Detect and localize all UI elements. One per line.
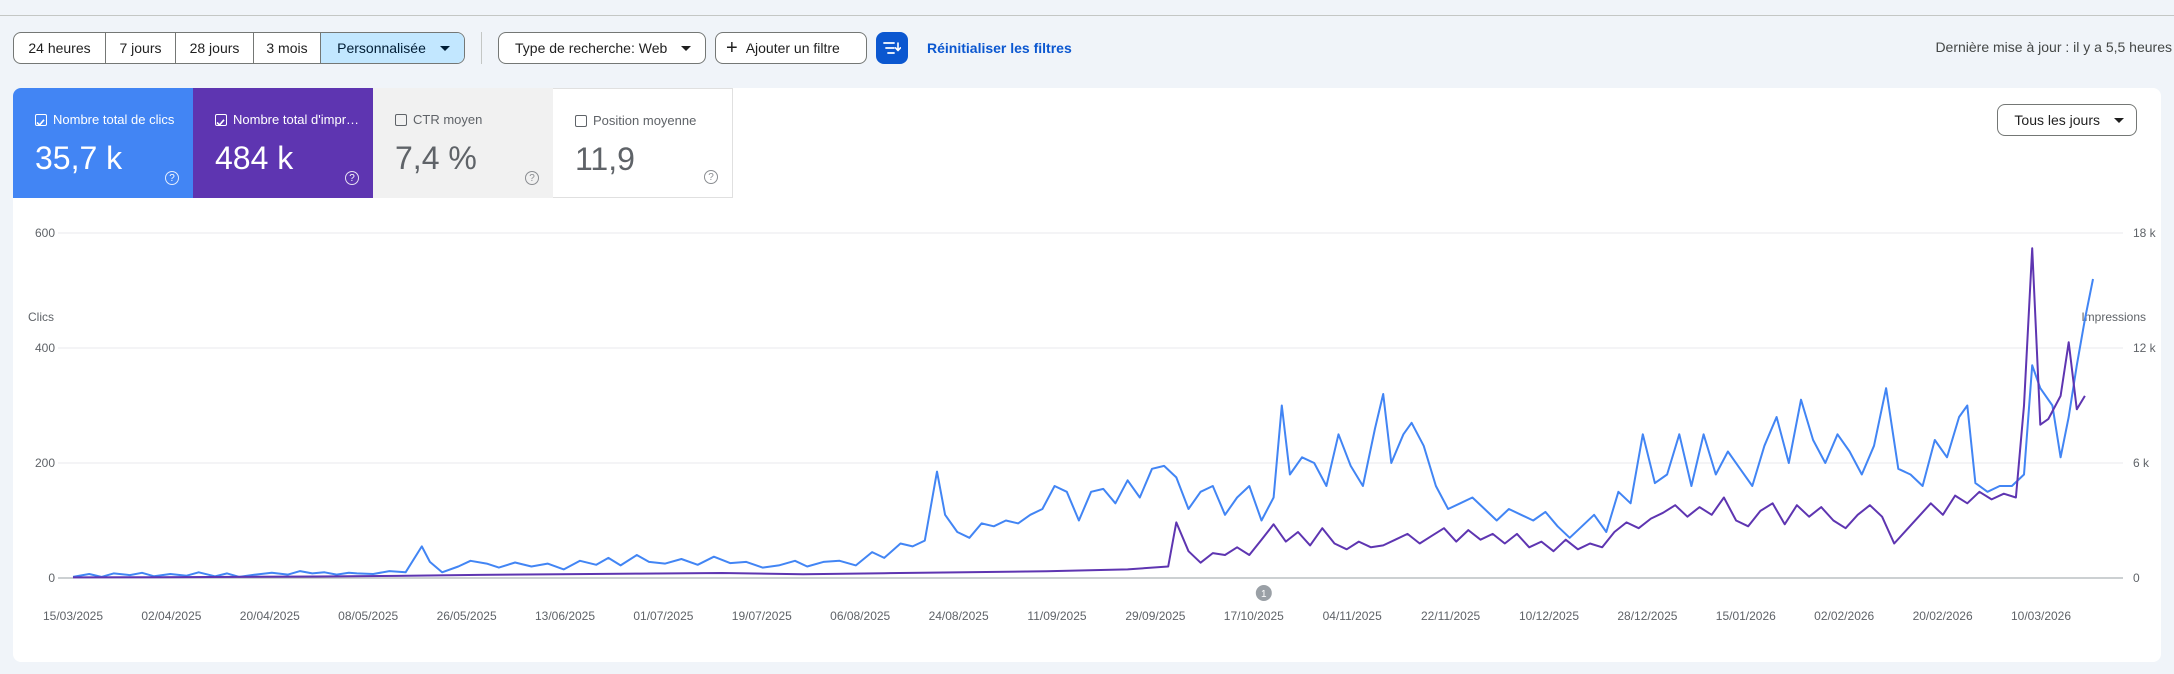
metric-impressions-name: Nombre total d'impressions bbox=[233, 112, 361, 127]
x-tick-label: 24/08/2025 bbox=[929, 609, 989, 623]
chart-series bbox=[72, 247, 2094, 579]
x-tick-label: 10/12/2025 bbox=[1519, 609, 1579, 623]
metric-clicks-value: 35,7 k bbox=[35, 140, 123, 176]
annotation-label: 1 bbox=[1261, 589, 1267, 600]
range-24h-button[interactable]: 24 heures bbox=[14, 33, 106, 63]
x-tick-label: 13/06/2025 bbox=[535, 609, 595, 623]
chevron-down-icon bbox=[2114, 117, 2124, 123]
x-tick-label: 29/09/2025 bbox=[1125, 609, 1185, 623]
left-tick-label: 0 bbox=[48, 571, 55, 585]
days-filter-label: Tous les jours bbox=[2014, 112, 2100, 128]
help-icon[interactable]: ? bbox=[704, 170, 718, 184]
x-tick-label: 22/11/2025 bbox=[1421, 609, 1480, 623]
performance-card: Nombre total de clics 35,7 k ? Nombre to… bbox=[13, 88, 2161, 662]
left-axis-ticks: 0 200 400 600 bbox=[35, 226, 55, 585]
x-tick-label: 20/02/2026 bbox=[1913, 609, 1973, 623]
metric-clicks-label: Nombre total de clics bbox=[35, 112, 174, 127]
last-update-text: Dernière mise à jour : il y a 5,5 heures bbox=[1935, 39, 2172, 55]
left-axis-label: Clics bbox=[28, 310, 54, 324]
chart-annotation[interactable]: 1 bbox=[1255, 585, 1272, 601]
range-3m-button[interactable]: 3 mois bbox=[254, 33, 321, 63]
right-tick-label: 18 k bbox=[2133, 226, 2157, 240]
metric-impressions-value: 484 k bbox=[215, 140, 294, 176]
metric-ctr-value: 7,4 % bbox=[395, 140, 477, 176]
metric-tabs: Nombre total de clics 35,7 k ? Nombre to… bbox=[13, 88, 733, 198]
right-tick-label: 0 bbox=[2133, 571, 2140, 585]
metric-impressions-tile[interactable]: Nombre total d'impressions 484 k ? bbox=[193, 88, 373, 198]
help-icon[interactable]: ? bbox=[345, 171, 359, 185]
x-tick-label: 15/03/2025 bbox=[43, 609, 103, 623]
metric-ctr-tile[interactable]: CTR moyen 7,4 % ? bbox=[373, 88, 553, 198]
x-tick-label: 10/03/2026 bbox=[2011, 609, 2071, 623]
x-tick-label: 19/07/2025 bbox=[732, 609, 792, 623]
x-tick-label: 15/01/2026 bbox=[1716, 609, 1776, 623]
right-axis-label: Impressions bbox=[2081, 310, 2146, 324]
left-tick-label: 400 bbox=[35, 341, 55, 355]
checkbox-checked-icon[interactable] bbox=[215, 113, 227, 126]
days-filter-dropdown[interactable]: Tous les jours bbox=[1997, 104, 2137, 136]
metric-position-value: 11,9 bbox=[575, 141, 635, 177]
range-7d-button[interactable]: 7 jours bbox=[106, 33, 176, 63]
range-28d-button[interactable]: 28 jours bbox=[176, 33, 254, 63]
checkbox-unchecked-icon[interactable] bbox=[395, 113, 407, 126]
metric-impressions-label: Nombre total d'impressions bbox=[215, 112, 361, 127]
x-tick-label: 02/02/2026 bbox=[1814, 609, 1874, 623]
filter-toolbar: 24 heures 7 jours 28 jours 3 mois Person… bbox=[13, 32, 1072, 64]
x-tick-label: 11/09/2025 bbox=[1027, 609, 1086, 623]
chevron-down-icon bbox=[439, 45, 450, 51]
x-tick-label: 04/11/2025 bbox=[1323, 609, 1382, 623]
x-tick-label: 08/05/2025 bbox=[338, 609, 398, 623]
toolbar-divider bbox=[481, 32, 482, 64]
help-icon[interactable]: ? bbox=[525, 171, 539, 185]
x-axis-ticks: 15/03/2025 02/04/2025 20/04/2025 08/05/2025… bbox=[43, 609, 2071, 623]
right-axis-ticks: 0 6 k 12 k 18 k bbox=[2133, 226, 2157, 585]
left-tick-label: 600 bbox=[35, 226, 55, 240]
x-tick-label: 17/10/2025 bbox=[1224, 609, 1284, 623]
filter-list-icon bbox=[883, 42, 901, 54]
filter-settings-button[interactable] bbox=[876, 32, 908, 64]
add-filter-label: Ajouter un filtre bbox=[745, 40, 840, 56]
metric-clicks-name: Nombre total de clics bbox=[53, 112, 175, 127]
chart-grid bbox=[58, 232, 2123, 579]
right-tick-label: 6 k bbox=[2133, 456, 2150, 470]
date-range-selector: 24 heures 7 jours 28 jours 3 mois Person… bbox=[13, 32, 465, 64]
top-divider bbox=[0, 15, 2174, 16]
help-icon[interactable]: ? bbox=[165, 171, 179, 185]
chevron-down-icon bbox=[681, 45, 692, 51]
search-type-dropdown[interactable]: Type de recherche: Web bbox=[498, 32, 706, 64]
metric-position-tile[interactable]: Position moyenne 11,9 ? bbox=[553, 88, 733, 198]
performance-chart: Clics Impressions 0 200 400 600 0 6 k 12 k 18 … bbox=[28, 226, 2157, 623]
plus-icon: + bbox=[726, 37, 738, 59]
metric-ctr-label: CTR moyen bbox=[395, 112, 482, 127]
range-custom-button[interactable]: Personnalisée bbox=[321, 33, 464, 63]
left-tick-label: 200 bbox=[35, 456, 55, 470]
checkbox-unchecked-icon[interactable] bbox=[575, 114, 587, 127]
checkbox-checked-icon[interactable] bbox=[35, 113, 47, 126]
right-tick-label: 12 k bbox=[2133, 341, 2157, 355]
x-tick-label: 20/04/2025 bbox=[240, 609, 300, 623]
reset-filters-link[interactable]: Réinitialiser les filtres bbox=[927, 40, 1072, 56]
search-type-label: Type de recherche: Web bbox=[515, 40, 668, 56]
metric-ctr-name: CTR moyen bbox=[413, 112, 483, 127]
metric-position-name: Position moyenne bbox=[593, 113, 697, 128]
add-filter-button[interactable]: + Ajouter un filtre bbox=[715, 32, 867, 64]
x-tick-label: 01/07/2025 bbox=[633, 609, 693, 623]
x-tick-label: 26/05/2025 bbox=[437, 609, 497, 623]
metric-clicks-tile[interactable]: Nombre total de clics 35,7 k ? bbox=[13, 88, 193, 198]
x-tick-label: 02/04/2025 bbox=[141, 609, 201, 623]
series-line-clics bbox=[72, 278, 2094, 578]
metric-position-label: Position moyenne bbox=[575, 113, 696, 128]
annotation-marker[interactable] bbox=[1255, 585, 1272, 601]
x-tick-label: 06/08/2025 bbox=[830, 609, 890, 623]
range-custom-label: Personnalisée bbox=[337, 40, 426, 56]
series-line-impressions bbox=[72, 247, 2086, 579]
x-tick-label: 28/12/2025 bbox=[1617, 609, 1677, 623]
